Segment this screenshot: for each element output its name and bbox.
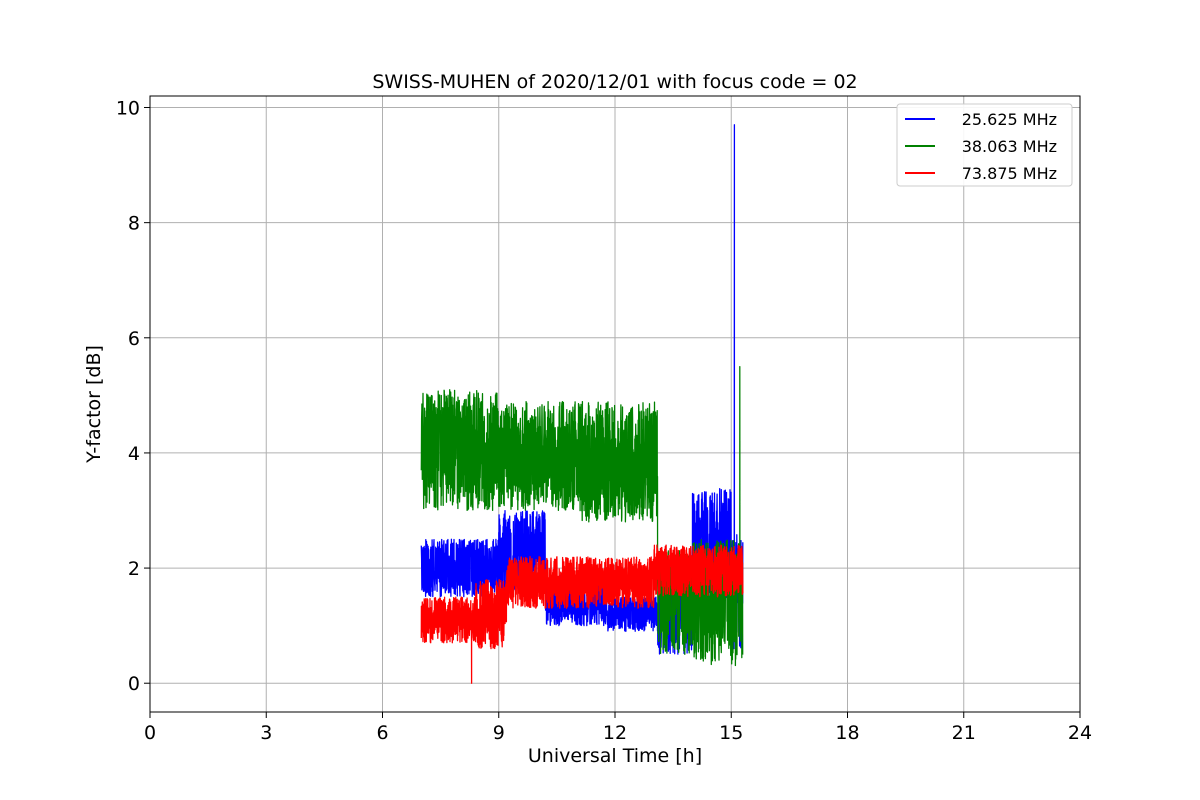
legend-entry: 73.875 MHz xyxy=(962,164,1057,183)
legend-entry: 25.625 MHz xyxy=(962,110,1057,129)
y-tick-label: 6 xyxy=(128,328,140,350)
x-tick-label: 0 xyxy=(144,722,156,744)
x-tick-label: 18 xyxy=(835,722,859,744)
legend-box xyxy=(896,103,1073,187)
chart-title: SWISS-MUHEN of 2020/12/01 with focus cod… xyxy=(372,71,857,93)
y-axis-label: Y-factor [dB] xyxy=(83,345,105,464)
series-line xyxy=(420,544,744,684)
y-tick-label: 0 xyxy=(128,673,140,695)
series-line xyxy=(420,365,744,667)
x-tick-label: 21 xyxy=(952,722,976,744)
x-tick-label: 12 xyxy=(603,722,627,744)
plot-area xyxy=(420,124,744,684)
x-tick-label: 24 xyxy=(1068,722,1092,744)
y-tick-label: 10 xyxy=(116,98,140,120)
x-tick-label: 15 xyxy=(719,722,743,744)
x-tick-label: 3 xyxy=(260,722,272,744)
y-tick-label: 4 xyxy=(128,443,140,465)
y-tick-label: 2 xyxy=(128,558,140,580)
legend: 25.625 MHz 38.063 MHz 73.875 MHz xyxy=(896,103,1073,187)
x-axis-label: Universal Time [h] xyxy=(528,745,702,767)
grid xyxy=(149,96,1081,712)
y-tick-label: 8 xyxy=(128,213,140,235)
x-tick-label: 9 xyxy=(493,722,505,744)
x-tick-label: 6 xyxy=(376,722,388,744)
legend-entry: 38.063 MHz xyxy=(962,137,1057,156)
